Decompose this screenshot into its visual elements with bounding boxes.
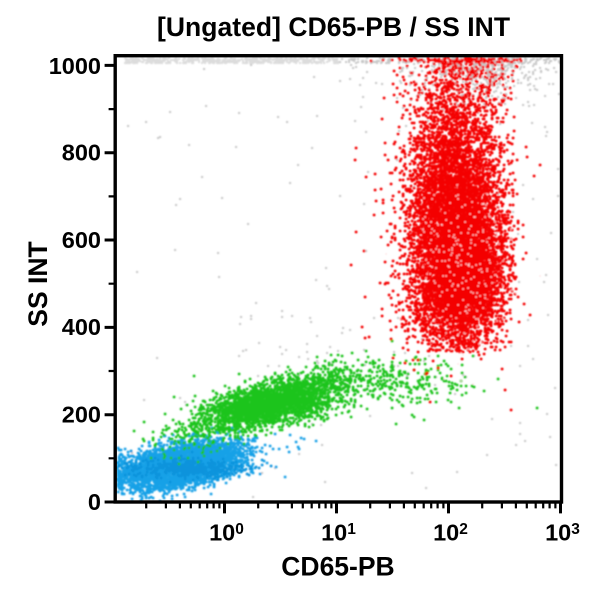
svg-text:0: 0: [88, 489, 101, 515]
svg-text:SS INT: SS INT: [23, 241, 53, 326]
svg-text:100: 100: [209, 520, 244, 546]
svg-text:[Ungated] CD65-PB / SS INT: [Ungated] CD65-PB / SS INT: [157, 12, 510, 42]
svg-text:400: 400: [62, 314, 101, 340]
svg-text:CD65-PB: CD65-PB: [281, 552, 394, 582]
svg-text:800: 800: [62, 140, 101, 166]
svg-text:103: 103: [545, 520, 580, 546]
svg-text:600: 600: [62, 227, 101, 253]
svg-text:200: 200: [62, 402, 101, 428]
svg-text:1000: 1000: [49, 53, 101, 79]
